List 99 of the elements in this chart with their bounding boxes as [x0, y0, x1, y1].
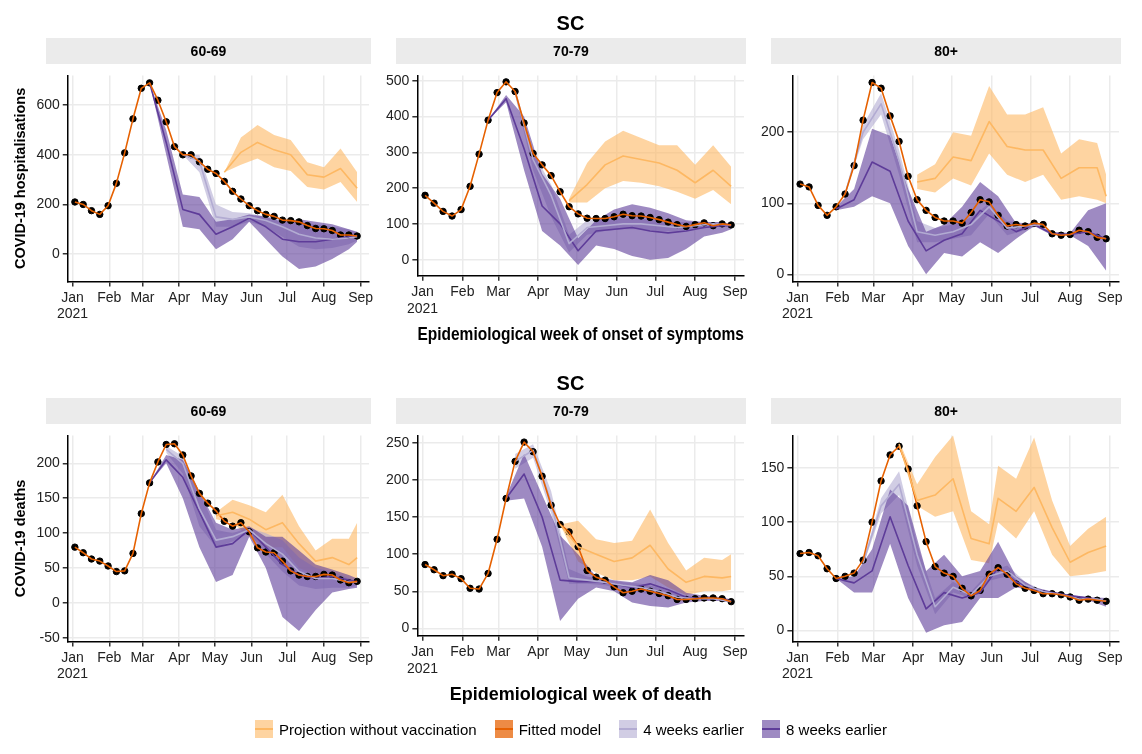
y-tick-label: 100 — [761, 513, 785, 529]
x-tick-label: Apr — [902, 648, 925, 665]
chart-title: 80+ — [771, 398, 1121, 424]
x-tick-label: Feb — [825, 288, 850, 305]
y-tick-label: 50 — [393, 582, 410, 599]
x-tick-label: Sep — [348, 648, 374, 665]
x-tick-label: Jan 2021 — [56, 288, 89, 322]
y-tick-label: 150 — [386, 507, 410, 524]
y-tick-label: 100 — [761, 194, 785, 211]
x-tick-label: Jan 2021 — [781, 648, 814, 682]
x-tick-label: May — [201, 288, 229, 305]
y-tick-label: 150 — [761, 458, 785, 475]
x-tick-label: Sep — [722, 283, 748, 300]
x-tick-label: Jun — [980, 648, 1003, 665]
chart-title: 70-79 — [396, 38, 746, 64]
x-tick-label: Feb — [97, 648, 122, 665]
x-tick-label: Jun — [240, 648, 263, 665]
y-axis-title: COVID-19 hospitalisations — [11, 87, 28, 270]
y-tick-label: 500 — [386, 71, 410, 88]
y-tick-label: 200 — [761, 123, 785, 140]
y-tick-label: 0 — [51, 244, 60, 261]
y-tick-label: 400 — [36, 145, 60, 162]
x-tick-label: May — [938, 648, 966, 665]
x-tick-label: Apr — [527, 643, 550, 660]
x-tick-label: Jun — [240, 288, 263, 305]
x-tick-label: Jul — [1021, 648, 1040, 665]
x-tick-label: Feb — [825, 648, 850, 665]
x-tick-label: Mar — [486, 283, 511, 300]
x-tick-label: Jul — [278, 288, 297, 305]
x-tick-label: Mar — [861, 648, 886, 665]
x-tick-label: Sep — [722, 643, 748, 660]
x-tick-label: Jul — [646, 283, 665, 300]
y-tick-label: 50 — [44, 558, 60, 575]
x-tick-label: Jun — [980, 288, 1003, 305]
x-tick-label: May — [563, 643, 591, 660]
x-tick-label: May — [938, 288, 966, 305]
x-tick-label: Jan 2021 — [781, 288, 814, 322]
y-tick-label: 200 — [386, 178, 410, 195]
legend-label: Fitted model — [518, 720, 602, 738]
x-tick-label: Jan 2021 — [406, 283, 439, 316]
x-tick-label: Feb — [97, 288, 122, 305]
y-axis-title: COVID-19 deaths — [11, 479, 28, 598]
chart-title: 60-69 — [46, 398, 371, 424]
y-tick-label: 150 — [36, 489, 60, 506]
x-tick-label: Jan 2021 — [56, 648, 89, 682]
y-tick-label: 0 — [776, 265, 785, 282]
x-tick-label: Mar — [486, 643, 511, 660]
x-tick-label: Jun — [605, 283, 628, 300]
x-tick-label: Jul — [278, 648, 297, 665]
x-axis-title: Epidemiological week of onset of symptoms — [417, 324, 744, 345]
legend-label: 8 weeks earlier — [786, 720, 887, 738]
y-tick-label: 250 — [386, 433, 410, 450]
x-tick-label: Feb — [450, 283, 475, 300]
x-tick-label: Sep — [1097, 288, 1123, 305]
legend-label: 4 weeks earlier — [643, 720, 745, 738]
x-tick-label: Apr — [902, 288, 925, 305]
x-tick-label: Jun — [605, 643, 628, 660]
y-tick-label: 100 — [36, 524, 60, 541]
x-tick-label: Sep — [1097, 648, 1123, 665]
chart-title: 60-69 — [46, 38, 371, 64]
chart-title: 80+ — [771, 38, 1121, 64]
x-tick-label: Apr — [168, 648, 191, 665]
x-tick-label: Jul — [646, 643, 665, 660]
x-tick-label: Apr — [168, 288, 191, 305]
y-tick-label: 200 — [36, 195, 60, 212]
y-tick-label: 0 — [401, 250, 410, 267]
x-tick-label: Sep — [348, 288, 374, 305]
x-tick-label: Aug — [682, 283, 708, 300]
x-tick-label: Aug — [311, 288, 337, 305]
y-tick-label: 300 — [386, 143, 410, 160]
y-tick-label: 400 — [386, 107, 410, 124]
y-tick-label: 0 — [401, 619, 410, 636]
y-tick-label: 200 — [36, 454, 60, 471]
y-tick-label: 0 — [776, 621, 785, 638]
y-tick-label: 50 — [768, 567, 785, 584]
legend-label: Projection without vaccination — [279, 720, 477, 738]
y-tick-label: 200 — [386, 470, 410, 487]
y-tick-label: 100 — [386, 214, 410, 231]
x-tick-label: Mar — [861, 288, 886, 305]
chart-title: 70-79 — [396, 398, 746, 424]
x-tick-label: May — [563, 283, 591, 300]
text: SC — [556, 372, 585, 394]
x-tick-label: Jul — [1021, 288, 1040, 305]
x-tick-label: Aug — [1057, 648, 1083, 665]
y-tick-label: 100 — [386, 545, 410, 562]
x-tick-label: Aug — [682, 643, 708, 660]
x-tick-label: Jan 2021 — [406, 643, 439, 676]
y-tick-label: -50 — [39, 628, 60, 645]
y-tick-label: 600 — [36, 96, 60, 113]
x-tick-label: Apr — [527, 283, 550, 300]
x-axis-title: Epidemiological week of death — [449, 684, 712, 705]
x-tick-label: Feb — [450, 643, 475, 660]
text: SC — [556, 12, 585, 34]
x-tick-label: Aug — [311, 648, 337, 665]
y-tick-label: 0 — [51, 593, 60, 610]
x-tick-label: Aug — [1057, 288, 1083, 305]
x-tick-label: Mar — [130, 288, 155, 305]
x-tick-label: Mar — [130, 648, 155, 665]
x-tick-label: May — [201, 648, 229, 665]
